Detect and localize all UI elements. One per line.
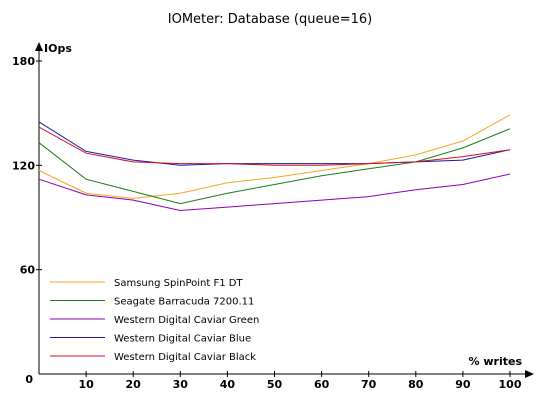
x-axis-arrow (525, 370, 534, 378)
x-tick-label: 30 (173, 378, 189, 391)
x-tick-label: 10 (78, 378, 94, 391)
legend-label-3: Western Digital Caviar Green (114, 315, 259, 326)
x-tick-label: 20 (126, 378, 142, 391)
series-line-1 (38, 114, 511, 199)
x-tick-label: 50 (267, 378, 283, 391)
legend: Samsung SpinPoint F1 DT Seagate Barracuda… (50, 278, 259, 363)
legend-label-1: Samsung SpinPoint F1 DT (114, 278, 243, 289)
x-tick-label: 80 (408, 378, 424, 391)
x-tick-label: 40 (220, 378, 236, 391)
x-ticks: 10 20 30 40 50 60 70 80 90 100 (78, 371, 522, 391)
x-tick-label: 60 (314, 378, 330, 391)
legend-label-2: Seagate Barracuda 7200.11 (114, 297, 254, 308)
legend-label-4: Western Digital Caviar Blue (114, 334, 251, 345)
x-tick-label: 90 (455, 378, 471, 391)
y-axis-arrow (35, 42, 43, 51)
series-line-3 (38, 173, 511, 212)
x-tick-label: 70 (361, 378, 377, 391)
x-axis-title: % writes (469, 355, 523, 368)
y-axis-title: IOps (44, 42, 72, 55)
y-tick-label: 180 (12, 55, 35, 68)
series-line-4 (38, 121, 511, 166)
series-lines (38, 114, 511, 212)
y-ticks: 60 120 180 (12, 55, 42, 277)
series-line-5 (38, 126, 511, 166)
axes (35, 42, 534, 378)
y-tick-label: 120 (12, 159, 35, 172)
series-line-2 (38, 128, 511, 205)
y-zero-label: 0 (25, 373, 33, 386)
chart-title: IOMeter: Database (queue=16) (168, 12, 372, 27)
legend-label-5: Western Digital Caviar Black (114, 352, 256, 363)
y-tick-label: 60 (20, 264, 36, 277)
x-tick-label: 100 (499, 378, 522, 391)
